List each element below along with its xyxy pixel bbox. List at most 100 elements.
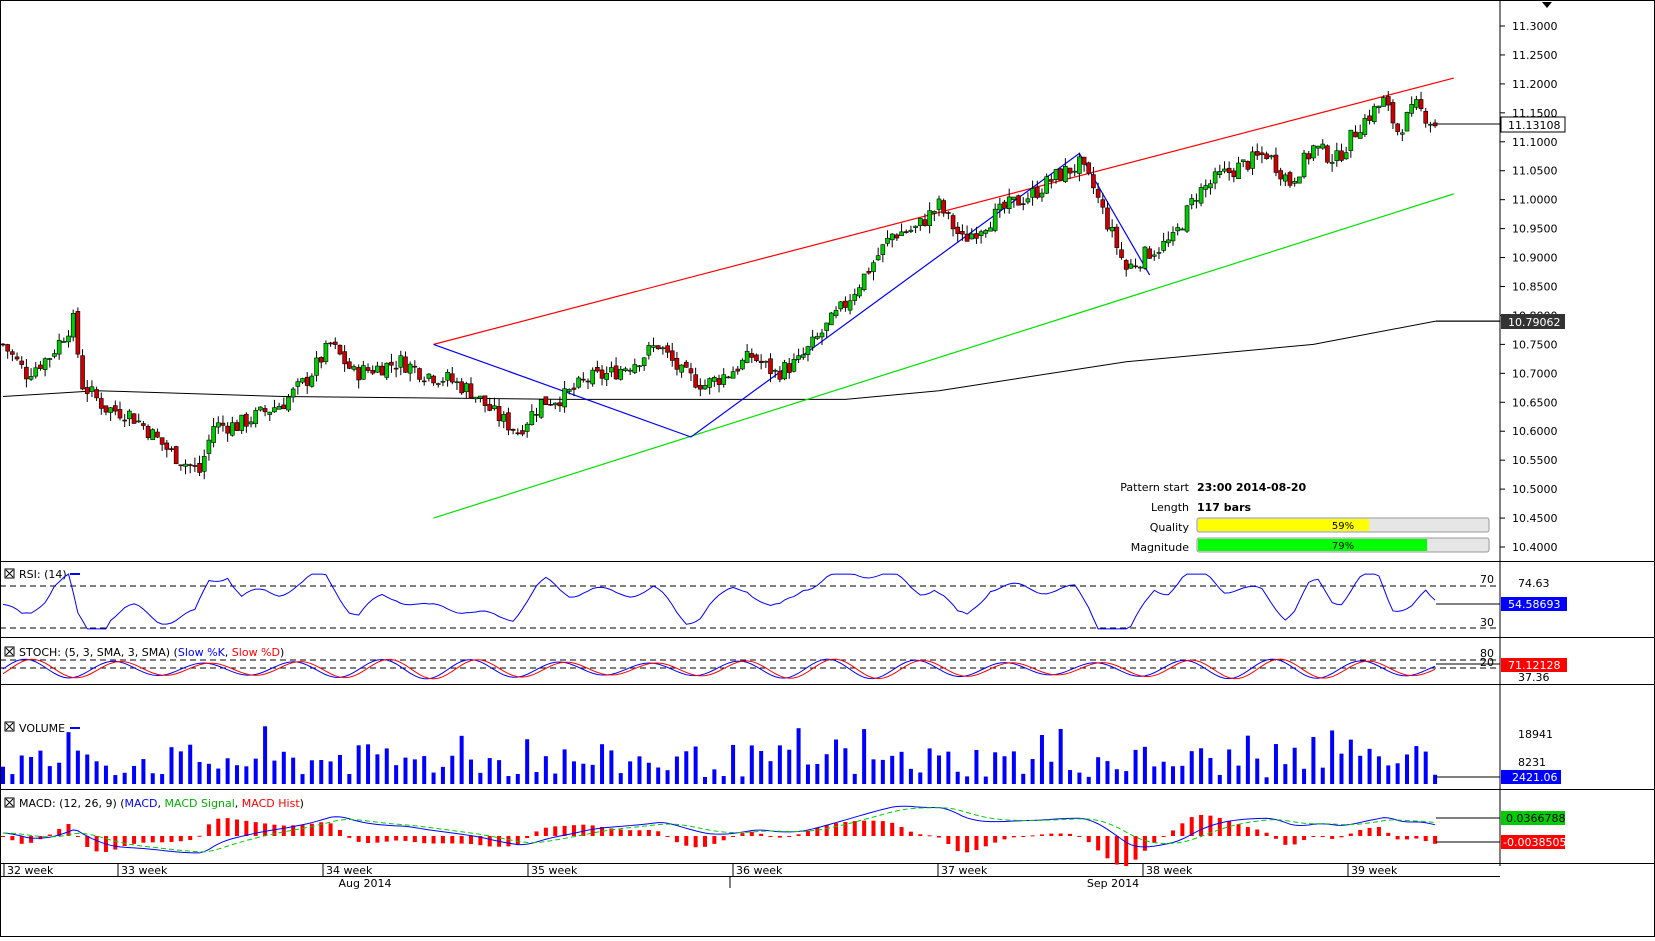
macd-hist-bar	[66, 824, 71, 836]
macd-hist-bar	[946, 836, 951, 845]
candle-body	[875, 255, 881, 261]
candle-body	[824, 322, 829, 331]
volume-bar	[113, 775, 118, 784]
volume-close-icon[interactable]	[4, 721, 15, 732]
candle-body	[693, 374, 698, 388]
candle-body	[707, 378, 712, 388]
volume-bar	[328, 761, 333, 784]
candle-body	[1161, 240, 1166, 251]
candle-body	[239, 414, 244, 431]
volume-bar	[122, 772, 127, 784]
volume-bar	[759, 750, 764, 784]
candle-body	[1283, 174, 1288, 182]
volume-bar	[272, 760, 277, 784]
volume-bar	[1236, 765, 1241, 784]
macd-close-icon[interactable]	[4, 797, 15, 808]
price-axis-markers: 11.13108 10.79062	[1436, 116, 1566, 329]
macd-hist-bar	[1096, 836, 1101, 851]
stoch-level-20-label: 20	[1480, 656, 1494, 669]
candle-body	[595, 367, 600, 372]
volume-bar	[1021, 773, 1026, 784]
rsi-close-icon[interactable]	[4, 568, 15, 579]
volume-axis-mid: 8231	[1518, 756, 1546, 769]
candle-body	[618, 368, 624, 380]
stoch-value: 71.12128	[1508, 659, 1561, 672]
candle-body	[964, 233, 970, 242]
macd-hist-bar	[1030, 835, 1035, 837]
candle-body	[244, 413, 249, 427]
candle-body	[332, 341, 338, 345]
macd-hist-bar	[899, 827, 904, 836]
length-label: Length	[1151, 501, 1189, 514]
macd-hist-bar	[880, 821, 885, 836]
macd-hist-bar	[1077, 835, 1082, 837]
volume-bar	[29, 757, 34, 784]
macd-hist-bar	[674, 836, 679, 843]
volume-bar	[1161, 761, 1166, 784]
candle-body	[627, 369, 633, 372]
macd-hist-bar	[57, 828, 62, 836]
candle-body	[641, 357, 647, 366]
volume-bar	[1302, 768, 1307, 784]
macd-hist-bar	[937, 836, 941, 838]
macd-hist-bar	[637, 830, 642, 836]
volume-bar	[459, 735, 464, 784]
price-tick-label: 10.7000	[1512, 367, 1558, 380]
macd-hist-bar	[440, 836, 445, 844]
macd-hist-bar	[1292, 836, 1297, 845]
price-tick-label: 10.6500	[1512, 396, 1558, 409]
candle-body	[215, 422, 221, 428]
macd-hist-bar	[113, 836, 118, 850]
volume-bar	[834, 739, 839, 784]
volume-bar	[66, 732, 71, 784]
candle-body	[113, 405, 118, 412]
macd-hist-bar	[759, 833, 764, 836]
macd-hist-bar	[337, 829, 342, 836]
volume-bar	[478, 772, 483, 784]
candle-body	[903, 231, 909, 233]
candle-body	[1240, 159, 1246, 162]
stoch-close-icon[interactable]	[4, 646, 15, 657]
macd-hist-bar	[1264, 832, 1269, 836]
candle-body	[1025, 198, 1031, 203]
candle-body	[576, 377, 581, 388]
macd-hist-bar	[824, 824, 829, 836]
candle-body	[1395, 123, 1400, 132]
price-tick-label: 11.2000	[1512, 78, 1558, 91]
candle-body	[946, 212, 951, 214]
macd-hist-bar	[394, 836, 399, 841]
volume-bar	[263, 726, 268, 784]
pattern-start-value: 23:00 2014-08-20	[1197, 481, 1307, 494]
volume-bar	[862, 729, 867, 784]
candle-body	[969, 233, 975, 240]
candle-body	[1254, 151, 1260, 156]
candle-body	[534, 414, 539, 416]
macd-hist-bar	[590, 825, 595, 836]
candle-body	[1114, 226, 1120, 248]
volume-bar	[852, 773, 857, 784]
macd-hist-bar	[281, 825, 286, 836]
candle-body	[1208, 183, 1213, 189]
volume-bar	[787, 749, 792, 784]
candle-body	[698, 384, 703, 390]
price-tick-label: 11.3000	[1512, 20, 1558, 33]
volume-bar	[1171, 766, 1175, 784]
stoch-k-line	[2, 658, 1436, 680]
candle-body	[253, 410, 259, 425]
candle-body	[871, 262, 876, 273]
candle-body	[1311, 145, 1316, 159]
macd-hist-bar	[721, 836, 726, 841]
macd-title: MACD: (12, 26, 9)	[19, 797, 117, 810]
macd-hist-bar	[506, 836, 511, 847]
macd-hist-bar	[29, 836, 34, 843]
macd-hist-bar	[375, 836, 380, 843]
candle-body	[1400, 132, 1405, 135]
macd-hist-bar	[235, 819, 239, 836]
candle-body	[478, 395, 483, 399]
candle-body	[524, 423, 530, 432]
volume-bar	[908, 768, 913, 784]
candle-body	[1100, 199, 1106, 208]
candle-body	[1371, 106, 1377, 122]
volume-bar	[749, 745, 754, 784]
